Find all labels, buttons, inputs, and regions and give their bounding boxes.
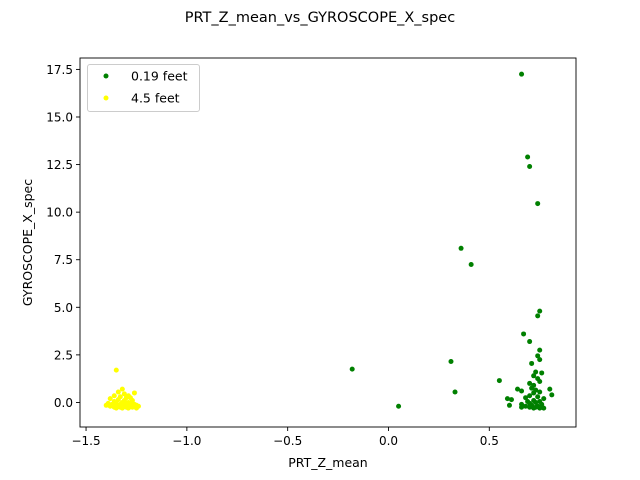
y-tick-label: 10.0 [46, 206, 73, 220]
data-point-series-0-7 [535, 313, 541, 319]
data-point-series-0-50 [523, 403, 529, 409]
data-point-series-0-14 [529, 360, 535, 366]
x-axis-ticks: −1.5 −1.0 −0.5 0.0 0.5 [71, 427, 499, 448]
data-point-series-1-42 [133, 405, 139, 411]
legend: 0.19 feet 4.5 feet [87, 64, 200, 112]
legend-label-4.5-feet: 4.5 feet [131, 91, 180, 106]
data-point-series-0-30 [537, 389, 543, 395]
data-point-series-1-41 [125, 405, 131, 411]
x-axis-label: PRT_Z_mean [288, 455, 367, 470]
data-point-series-0-42 [533, 399, 539, 405]
data-point-series-0-6 [537, 308, 543, 314]
data-point-series-0-53 [527, 404, 533, 410]
x-tick-label: −0.5 [273, 434, 302, 448]
data-point-series-1-2 [115, 389, 121, 395]
data-point-series-1-0 [113, 367, 119, 373]
data-point-series-1-1 [119, 386, 125, 392]
data-point-series-0-31 [531, 390, 537, 396]
data-point-series-0-25 [515, 386, 521, 392]
data-point-series-0-18 [531, 373, 537, 379]
data-point-series-0-38 [508, 397, 514, 403]
y-tick-label: 12.5 [46, 158, 73, 172]
data-point-series-0-16 [533, 369, 539, 375]
data-point-series-0-26 [547, 386, 553, 392]
data-point-series-0-11 [535, 353, 541, 359]
y-tick-label: 17.5 [46, 63, 73, 77]
data-point-series-0-10 [537, 347, 543, 353]
data-point-series-0-17 [539, 370, 545, 376]
data-point-series-0-22 [527, 380, 533, 386]
data-point-series-1-11 [115, 397, 121, 403]
data-point-series-0-57 [537, 405, 543, 411]
data-point-series-0-5 [468, 261, 474, 267]
legend-marker-4.5-feet [103, 95, 109, 101]
data-point-series-1-38 [129, 404, 135, 410]
data-point-series-0-12 [537, 357, 543, 363]
data-point-series-1-4 [121, 391, 127, 397]
y-tick-label: 2.5 [54, 348, 73, 362]
data-point-series-0-4 [458, 245, 464, 251]
x-tick-label: −1.0 [172, 434, 201, 448]
data-point-series-0-54 [519, 404, 525, 410]
legend-label-0.19-feet: 0.19 feet [131, 69, 188, 84]
y-tick-label: 15.0 [46, 110, 73, 124]
data-point-series-1-39 [113, 405, 119, 411]
data-point-series-1-30 [107, 403, 113, 409]
data-point-series-0-35 [523, 395, 529, 401]
data-point-series-0-55 [531, 405, 537, 411]
data-point-series-1-25 [103, 402, 109, 408]
data-point-series-0-8 [521, 331, 527, 337]
data-point-series-0-9 [527, 339, 533, 345]
data-point-series-1-10 [107, 396, 113, 402]
y-axis-label: GYROSCOPE_X_spec [20, 179, 35, 306]
y-tick-label: 7.5 [54, 253, 73, 267]
data-point-series-0-28 [519, 388, 525, 394]
data-point-series-0-13 [448, 359, 454, 365]
data-point-series-0-3 [535, 201, 541, 207]
data-point-series-0-2 [527, 163, 533, 169]
data-point-series-0-24 [529, 385, 535, 391]
chart-title: PRT_Z_mean_vs_GYROSCOPE_X_spec [185, 10, 455, 26]
x-tick-label: −1.5 [71, 434, 100, 448]
data-point-series-0-32 [549, 392, 555, 398]
data-point-series-0-29 [452, 389, 458, 395]
data-point-series-0-37 [504, 396, 510, 402]
data-point-series-0-1 [525, 154, 531, 160]
data-point-series-0-33 [527, 393, 533, 399]
data-point-series-1-5 [111, 393, 117, 399]
data-point-series-0-34 [535, 394, 541, 400]
plot-frame [79, 57, 577, 428]
data-point-series-0-20 [496, 378, 502, 384]
data-point-series-0-49 [396, 403, 402, 409]
y-tick-label: 0.0 [54, 396, 73, 410]
data-point-series-0-56 [541, 405, 547, 411]
data-point-series-1-3 [131, 390, 137, 396]
x-tick-label: 0.0 [379, 434, 398, 448]
x-tick-label: 0.5 [480, 434, 499, 448]
data-point-series-0-47 [506, 402, 512, 408]
data-point-series-0-36 [541, 396, 547, 402]
data-point-series-1-40 [119, 405, 125, 411]
legend-marker-0.19-feet [103, 73, 109, 79]
data-point-series-0-21 [537, 379, 543, 385]
data-point-series-0-0 [519, 71, 525, 77]
data-points [103, 71, 555, 411]
y-axis-ticks: 0.0 2.5 5.0 7.5 10.0 12.5 15.0 17.5 [46, 63, 80, 410]
data-point-series-0-15 [349, 366, 355, 372]
y-tick-label: 5.0 [54, 301, 73, 315]
legend-box [87, 64, 200, 112]
